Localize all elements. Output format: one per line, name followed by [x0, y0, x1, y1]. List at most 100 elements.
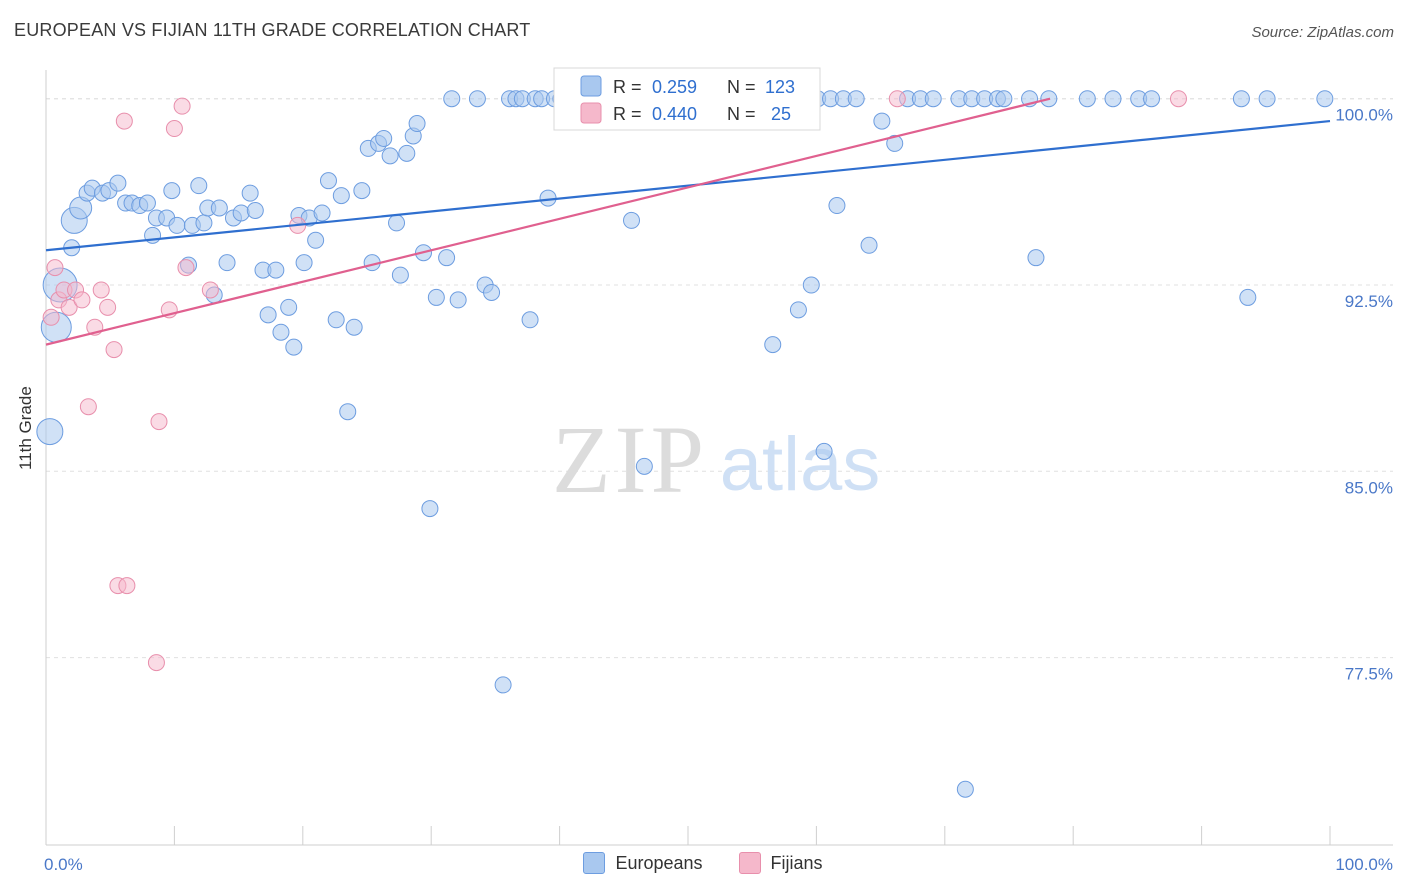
fijian-point: [201, 281, 219, 299]
european-point: [802, 276, 820, 294]
x-tick-label-0: 0.0%: [44, 855, 83, 874]
fijian-point: [173, 97, 191, 115]
eu-n-label: N =: [727, 77, 756, 97]
european-point: [295, 254, 313, 272]
watermark-zip: ZIP: [552, 406, 708, 513]
european-point: [307, 231, 325, 249]
fijian-point: [73, 291, 91, 309]
european-point: [1078, 90, 1096, 108]
legend-item-fijians[interactable]: Fijians: [738, 852, 823, 874]
european-point: [138, 194, 156, 212]
european-point: [956, 780, 974, 798]
x-tick-label-100: 100.0%: [1335, 855, 1393, 874]
europeans-legend-swatch: [583, 852, 606, 874]
fijians-points: [42, 90, 1187, 672]
european-point: [421, 500, 439, 518]
european-point: [381, 147, 399, 165]
fijian-point: [105, 341, 123, 359]
fijian-point: [150, 413, 168, 431]
european-point: [190, 177, 208, 195]
series-legend: Europeans Fijians: [0, 852, 1406, 874]
european-point: [764, 336, 782, 354]
fijian-point: [165, 120, 183, 138]
source-credit: Source: ZipAtlas.com: [1251, 24, 1394, 41]
european-point: [1316, 90, 1334, 108]
european-point: [398, 144, 416, 162]
fijian-point: [888, 90, 906, 108]
trend-lines: [45, 97, 1331, 346]
european-point: [995, 90, 1013, 108]
fj-n-label: N =: [727, 104, 756, 124]
european-point: [1239, 288, 1257, 306]
fj-r-value: 0.440: [652, 104, 697, 124]
european-point: [168, 216, 186, 234]
european-point: [332, 187, 350, 205]
european-point: [1143, 90, 1161, 108]
european-point: [280, 298, 298, 316]
european-point: [232, 204, 250, 222]
european-point: [635, 457, 653, 475]
y-tick-label: 77.5%: [1345, 665, 1393, 684]
fijian-point: [92, 281, 110, 299]
y-tick-label: 85.0%: [1345, 478, 1393, 497]
fijians-swatch: [580, 102, 602, 124]
x-tick-labels: 0.0% 100.0%: [44, 855, 1393, 874]
fj-n-value: 25: [771, 104, 791, 124]
fijian-point: [99, 298, 117, 316]
fijians-trend-line: [45, 97, 1051, 346]
european-point: [163, 182, 181, 200]
europeans-trend-line: [45, 119, 1331, 252]
european-point: [272, 323, 290, 341]
y-tick-labels: 77.5% 85.0% 92.5% 100.0%: [1335, 106, 1393, 684]
chart-title: EUROPEAN VS FIJIAN 11TH GRADE CORRELATIO…: [14, 20, 531, 40]
european-point: [873, 112, 891, 130]
european-point: [285, 338, 303, 356]
fijian-point: [177, 259, 195, 277]
european-point: [468, 90, 486, 108]
european-point: [847, 90, 865, 108]
fijian-point: [1169, 90, 1187, 108]
watermark-atlas: atlas: [720, 422, 881, 507]
watermark: ZIP atlas: [552, 406, 880, 513]
european-point: [319, 172, 337, 190]
europeans-swatch: [580, 75, 602, 97]
european-point: [195, 214, 213, 232]
y-tick-label: 92.5%: [1345, 292, 1393, 311]
fijian-point: [60, 298, 78, 316]
european-point: [345, 318, 363, 336]
european-point: [1027, 249, 1045, 267]
european-point: [623, 211, 641, 229]
european-point: [521, 311, 539, 329]
fj-r-label: R =: [613, 104, 642, 124]
european-point: [483, 283, 501, 301]
european-point: [886, 134, 904, 152]
y-tick-label: 100.0%: [1335, 106, 1393, 125]
european-point: [375, 129, 393, 147]
fijian-point: [79, 398, 97, 416]
european-point: [1232, 90, 1250, 108]
european-point: [391, 266, 409, 284]
fijian-point: [42, 308, 60, 326]
europeans-legend-label: Europeans: [615, 852, 703, 873]
fijians-legend-swatch: [738, 852, 761, 874]
fijian-point: [147, 654, 165, 672]
european-point: [408, 115, 426, 133]
legend-item-europeans[interactable]: Europeans: [583, 852, 703, 874]
european-point: [789, 301, 807, 319]
european-point: [860, 236, 878, 254]
european-point: [815, 442, 833, 460]
fijians-legend-label: Fijians: [770, 852, 823, 873]
fijian-point: [118, 577, 136, 595]
european-point: [259, 306, 277, 324]
european-point: [443, 90, 461, 108]
european-point: [327, 311, 345, 329]
eu-r-label: R =: [613, 77, 642, 97]
european-point: [36, 418, 64, 446]
european-point: [267, 261, 285, 279]
eu-r-value: 0.259: [652, 77, 697, 97]
fijian-point: [115, 112, 133, 130]
european-point: [1258, 90, 1276, 108]
european-point: [924, 90, 942, 108]
european-point: [427, 288, 445, 306]
